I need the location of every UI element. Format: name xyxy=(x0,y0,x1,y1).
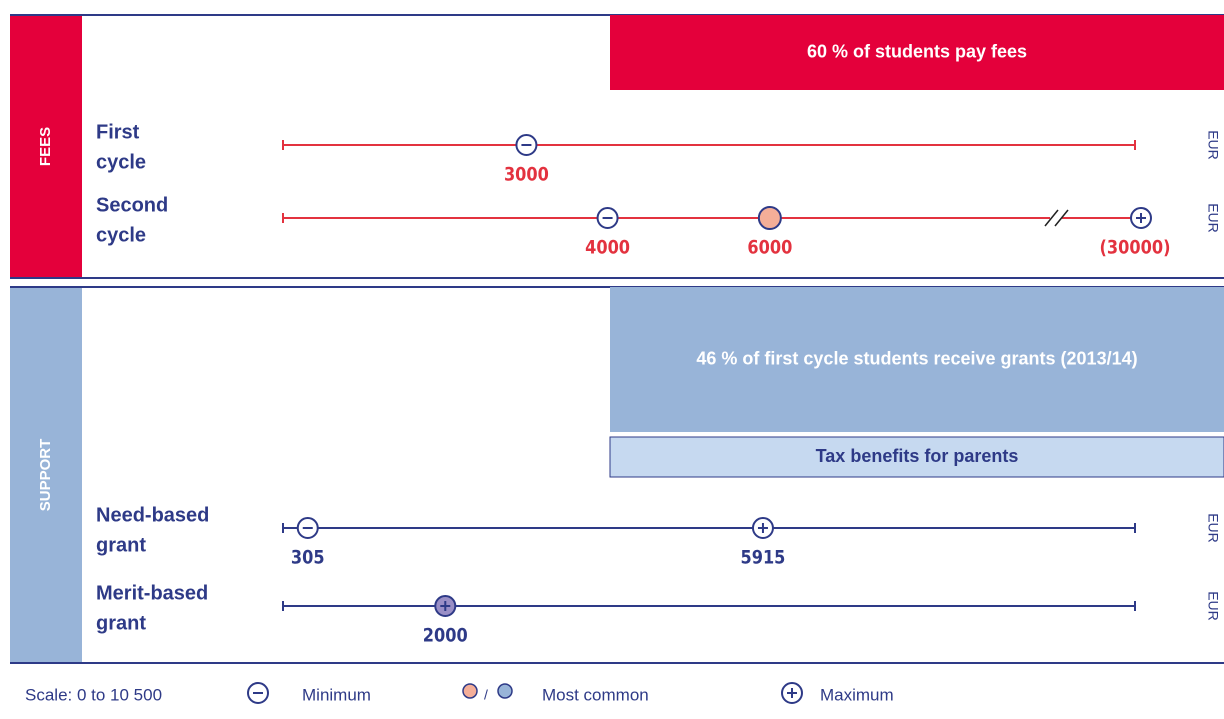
marker-max xyxy=(781,682,803,704)
marker-max xyxy=(751,517,774,539)
marker-max xyxy=(1130,207,1152,229)
section-name: FEES xyxy=(37,127,54,166)
section-tab xyxy=(10,15,82,278)
marker-common xyxy=(757,206,782,230)
value-label: 5915 xyxy=(740,547,785,569)
break-mark xyxy=(1044,209,1059,227)
value-label: 3000 xyxy=(504,164,549,186)
legend-common-support xyxy=(497,683,513,699)
value-label: 6000 xyxy=(747,237,792,259)
row-label: grant xyxy=(96,612,146,634)
value-label: 305 xyxy=(291,547,325,569)
marker-circle xyxy=(757,206,782,230)
marker-min xyxy=(596,207,619,229)
marker-max-common xyxy=(434,595,457,617)
banner-text: 60 % of students pay fees xyxy=(807,41,1027,61)
legend-common-fees xyxy=(462,683,478,699)
section-name: SUPPORT xyxy=(37,439,54,512)
row-label: Merit-based xyxy=(96,582,208,604)
legend-scale: Scale: 0 to 10 500 xyxy=(25,685,162,704)
value-label: 4000 xyxy=(585,237,630,259)
legend-max: Maximum xyxy=(820,685,894,704)
marker-min xyxy=(515,134,538,156)
marker-min xyxy=(296,517,319,539)
banner xyxy=(610,15,1224,90)
legend-min: Minimum xyxy=(302,685,371,704)
banner-text: 46 % of first cycle students receive gra… xyxy=(696,348,1137,368)
legend-separator: / xyxy=(484,687,488,703)
row-label: Need-based xyxy=(96,504,209,526)
banner-text: Tax benefits for parents xyxy=(816,446,1019,466)
row-label: grant xyxy=(96,534,146,556)
marker-min xyxy=(247,682,269,704)
section-tab xyxy=(10,287,82,663)
value-label: (30000) xyxy=(1100,237,1171,259)
value-label: 2000 xyxy=(423,625,468,647)
row-label: First xyxy=(96,121,140,143)
legend-common: Most common xyxy=(542,685,649,704)
row-label: cycle xyxy=(96,151,146,173)
banner xyxy=(610,287,1224,432)
break-gap xyxy=(1050,215,1062,221)
break-mark xyxy=(1054,209,1069,227)
row-label: cycle xyxy=(96,224,146,246)
unit-label: EUR xyxy=(1205,591,1221,621)
row-label: Second xyxy=(96,194,168,216)
unit-label: EUR xyxy=(1205,203,1221,233)
banner xyxy=(609,436,1224,478)
unit-label: EUR xyxy=(1205,513,1221,543)
unit-label: EUR xyxy=(1205,130,1221,160)
